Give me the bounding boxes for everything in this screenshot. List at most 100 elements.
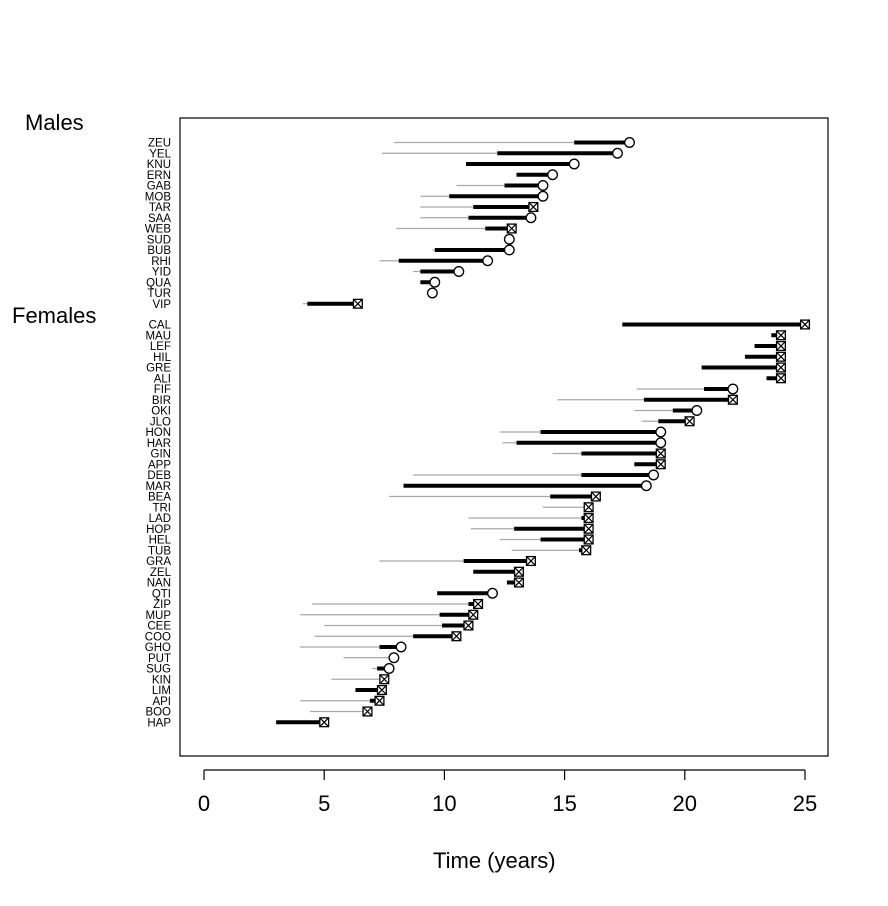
open-circle-marker <box>655 426 667 438</box>
row-id-label: CAL <box>149 320 172 332</box>
interval-row: TRI <box>152 502 594 514</box>
interval-row: HAR <box>147 437 667 450</box>
censored-cross-line <box>514 566 524 577</box>
interval-row: NAN <box>147 577 524 590</box>
censored-cross-line <box>776 351 786 362</box>
interval-row: APP <box>148 459 666 471</box>
interval-row: YID <box>152 266 465 279</box>
censored-cross-line <box>473 599 483 609</box>
row-id-label: BEA <box>148 492 171 504</box>
censored-cross-line <box>800 319 810 330</box>
row-id-label: ZIP <box>153 599 171 611</box>
censored-cross-line <box>728 394 738 405</box>
row-id-label: APP <box>148 459 171 471</box>
censored-cross-line <box>776 373 786 384</box>
x-tick-label: 10 <box>432 791 456 816</box>
row-id-label: ZEL <box>150 567 172 579</box>
interval-row: COO <box>145 631 462 643</box>
interval-row: TUB <box>148 545 592 557</box>
interval-row: HOP <box>146 523 594 536</box>
row-id-label: TAR <box>149 202 171 214</box>
row-id-label: ALI <box>154 373 171 385</box>
open-circle-marker <box>503 244 515 256</box>
interval-row: ZIP <box>153 598 484 611</box>
interval-row: QUA <box>146 276 441 289</box>
open-circle-marker <box>388 652 400 664</box>
row-id-label: WEB <box>145 224 172 236</box>
row-id-label: TRI <box>152 502 171 514</box>
row-id-label: COO <box>145 631 171 643</box>
plot-frame <box>179 117 829 757</box>
row-id-label: YEL <box>149 148 171 160</box>
open-circle-marker <box>691 405 703 416</box>
censored-cross-line <box>776 330 786 341</box>
row-id-label: HAP <box>147 717 171 729</box>
row-id-label: LAD <box>149 513 171 525</box>
interval-row: MOB <box>145 190 549 203</box>
open-circle-marker <box>453 266 465 277</box>
open-circle-marker <box>383 663 395 674</box>
interval-row: MAR <box>145 480 652 493</box>
censored-cross-line <box>583 534 594 545</box>
x-tick-label: 5 <box>318 791 330 816</box>
interval-row: GRA <box>146 555 536 568</box>
row-id-label: YID <box>152 267 171 279</box>
censored-cross-line <box>655 448 666 459</box>
censored-cross-line <box>528 202 539 212</box>
row-id-label: ERN <box>147 170 171 182</box>
row-id-label: GRA <box>146 556 171 568</box>
interval-row: HEL <box>149 534 594 547</box>
interval-row: GAB <box>147 180 549 193</box>
interval-row: GHO <box>145 641 407 654</box>
open-circle-marker <box>537 180 549 191</box>
row-id-label: LEF <box>150 341 171 353</box>
row-id-label: NAN <box>147 578 171 590</box>
row-id-label: MAR <box>145 481 171 493</box>
censored-cross-line <box>451 631 462 642</box>
group-label-females: Females <box>12 303 97 328</box>
censored-cross-line <box>319 717 330 728</box>
censored-cross-line <box>526 556 536 566</box>
row-id-label: GRE <box>146 363 171 375</box>
x-tick-label: 0 <box>198 791 210 816</box>
interval-row: SUG <box>146 663 395 676</box>
row-id-label: MOB <box>145 191 172 203</box>
interval-row: KIN <box>152 674 390 686</box>
group-label-males: Males <box>25 110 84 135</box>
censored-cross-line <box>581 545 592 556</box>
censored-cross-line <box>583 513 594 523</box>
censored-cross-line <box>362 706 373 717</box>
censored-cross-line <box>776 362 786 373</box>
open-circle-marker <box>537 190 549 202</box>
row-id-label: BUB <box>147 245 171 257</box>
interval-row: KNU <box>147 158 580 171</box>
interval-row: ERN <box>147 169 559 182</box>
x-tick-label: 15 <box>552 791 576 816</box>
interval-row: HIL <box>153 351 787 364</box>
row-id-label: PUT <box>148 653 171 665</box>
censored-cross-line <box>463 620 474 631</box>
row-id-label: GHO <box>145 642 171 654</box>
interval-row: HON <box>145 426 667 439</box>
interval-row: VIP <box>152 298 363 311</box>
row-id-label: RHI <box>151 256 171 268</box>
interval-row: ZEL <box>150 566 524 579</box>
row-id-label: CEE <box>147 621 171 633</box>
interval-row: BUB <box>147 244 515 257</box>
row-id-label: ZEU <box>148 138 171 150</box>
row-id-label: MUP <box>145 610 171 622</box>
x-axis-label: Time (years) <box>433 848 556 873</box>
censored-cross-line <box>379 674 390 685</box>
interval-row: SUD <box>147 233 515 246</box>
censored-cross-line <box>468 609 479 620</box>
row-id-label: SUG <box>146 664 171 676</box>
interval-row: QTI <box>152 587 498 600</box>
row-id-label: GIN <box>151 449 171 461</box>
open-circle-marker <box>612 147 623 159</box>
interval-row: LEF <box>150 340 787 353</box>
censored-cross-line <box>583 502 594 513</box>
row-id-label: BOO <box>145 707 171 719</box>
censored-cross-line <box>377 685 387 695</box>
interval-row: CEE <box>147 620 474 633</box>
